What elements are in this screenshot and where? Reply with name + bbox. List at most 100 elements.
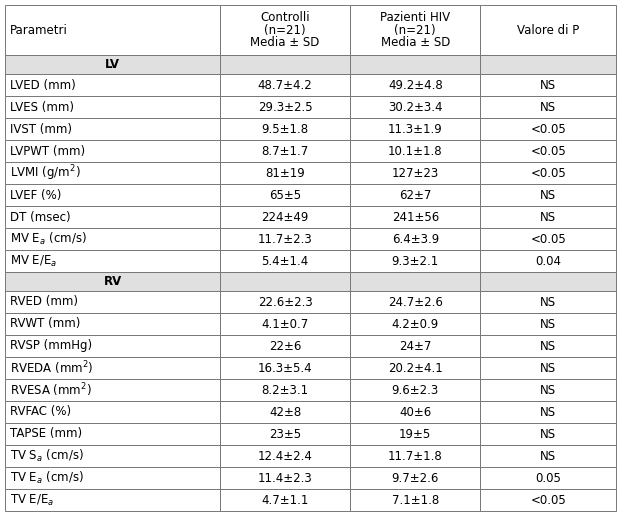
- Text: 5.4±1.4: 5.4±1.4: [261, 254, 309, 268]
- Text: <0.05: <0.05: [530, 233, 566, 246]
- Text: <0.05: <0.05: [530, 493, 566, 507]
- Bar: [350, 96, 481, 118]
- Bar: [350, 55, 481, 74]
- Text: NS: NS: [540, 427, 556, 441]
- Bar: [481, 423, 616, 445]
- Text: NS: NS: [540, 317, 556, 331]
- Bar: [350, 228, 481, 250]
- Bar: [5, 272, 220, 291]
- Bar: [350, 423, 481, 445]
- Text: 12.4±2.4: 12.4±2.4: [258, 449, 312, 462]
- Text: 9.6±2.3: 9.6±2.3: [392, 383, 439, 396]
- Bar: [220, 118, 350, 140]
- Bar: [5, 401, 220, 423]
- Bar: [220, 250, 350, 272]
- Text: <0.05: <0.05: [530, 167, 566, 180]
- Text: Media ± SD: Media ± SD: [381, 36, 450, 49]
- Bar: [220, 228, 350, 250]
- Text: LVES (mm): LVES (mm): [10, 101, 74, 114]
- Bar: [350, 272, 481, 291]
- Bar: [220, 335, 350, 357]
- Text: 20.2±4.1: 20.2±4.1: [388, 362, 443, 375]
- Text: IVST (mm): IVST (mm): [10, 123, 72, 136]
- Text: 81±19: 81±19: [265, 167, 305, 180]
- Bar: [5, 184, 220, 206]
- Text: RVEDA (mm$^2$): RVEDA (mm$^2$): [10, 359, 93, 377]
- Text: 0.05: 0.05: [535, 472, 561, 485]
- Text: 7.1±1.8: 7.1±1.8: [392, 493, 439, 507]
- Bar: [481, 445, 616, 467]
- Text: 22±6: 22±6: [269, 340, 301, 352]
- Text: Media ± SD: Media ± SD: [250, 36, 320, 49]
- Bar: [481, 489, 616, 511]
- Bar: [481, 5, 616, 55]
- Text: 224±49: 224±49: [261, 211, 309, 223]
- Bar: [220, 291, 350, 313]
- Bar: [5, 5, 220, 55]
- Text: NS: NS: [540, 211, 556, 223]
- Text: TV E/E$_a$: TV E/E$_a$: [10, 492, 55, 508]
- Bar: [350, 489, 481, 511]
- Bar: [481, 140, 616, 162]
- Text: 8.2±3.1: 8.2±3.1: [261, 383, 309, 396]
- Text: Parametri: Parametri: [10, 24, 68, 37]
- Text: 65±5: 65±5: [269, 189, 301, 202]
- Bar: [350, 118, 481, 140]
- Text: 11.7±1.8: 11.7±1.8: [388, 449, 443, 462]
- Text: LV: LV: [105, 58, 120, 71]
- Text: 40±6: 40±6: [399, 406, 432, 418]
- Text: NS: NS: [540, 449, 556, 462]
- Bar: [481, 74, 616, 96]
- Text: TV E$_a$ (cm/s): TV E$_a$ (cm/s): [10, 470, 84, 486]
- Bar: [481, 401, 616, 423]
- Text: NS: NS: [540, 296, 556, 309]
- Bar: [220, 313, 350, 335]
- Text: MV E/E$_a$: MV E/E$_a$: [10, 253, 57, 269]
- Bar: [220, 445, 350, 467]
- Bar: [481, 250, 616, 272]
- Bar: [481, 55, 616, 74]
- Text: 30.2±3.4: 30.2±3.4: [388, 101, 443, 114]
- Text: 11.3±1.9: 11.3±1.9: [388, 123, 443, 136]
- Bar: [220, 96, 350, 118]
- Text: NS: NS: [540, 189, 556, 202]
- Bar: [481, 467, 616, 489]
- Bar: [220, 140, 350, 162]
- Text: 4.7±1.1: 4.7±1.1: [261, 493, 309, 507]
- Bar: [5, 467, 220, 489]
- Bar: [350, 162, 481, 184]
- Text: 241±56: 241±56: [392, 211, 439, 223]
- Text: 22.6±2.3: 22.6±2.3: [258, 296, 312, 309]
- Text: 9.5±1.8: 9.5±1.8: [261, 123, 309, 136]
- Bar: [350, 401, 481, 423]
- Text: TV S$_a$ (cm/s): TV S$_a$ (cm/s): [10, 448, 84, 464]
- Bar: [350, 445, 481, 467]
- Text: 42±8: 42±8: [269, 406, 301, 418]
- Text: RV: RV: [104, 275, 122, 288]
- Bar: [5, 206, 220, 228]
- Bar: [350, 206, 481, 228]
- Bar: [5, 291, 220, 313]
- Bar: [220, 489, 350, 511]
- Text: 127±23: 127±23: [392, 167, 439, 180]
- Bar: [481, 357, 616, 379]
- Text: (n=21): (n=21): [394, 24, 436, 37]
- Text: NS: NS: [540, 362, 556, 375]
- Bar: [481, 272, 616, 291]
- Text: 11.4±2.3: 11.4±2.3: [258, 472, 312, 485]
- Text: LVEF (%): LVEF (%): [10, 189, 61, 202]
- Bar: [5, 96, 220, 118]
- Bar: [220, 206, 350, 228]
- Text: DT (msec): DT (msec): [10, 211, 71, 223]
- Bar: [5, 250, 220, 272]
- Bar: [5, 313, 220, 335]
- Text: 24.7±2.6: 24.7±2.6: [388, 296, 443, 309]
- Text: 0.04: 0.04: [535, 254, 561, 268]
- Bar: [5, 357, 220, 379]
- Bar: [5, 445, 220, 467]
- Bar: [350, 74, 481, 96]
- Bar: [350, 140, 481, 162]
- Bar: [220, 162, 350, 184]
- Bar: [220, 379, 350, 401]
- Text: LVED (mm): LVED (mm): [10, 78, 76, 92]
